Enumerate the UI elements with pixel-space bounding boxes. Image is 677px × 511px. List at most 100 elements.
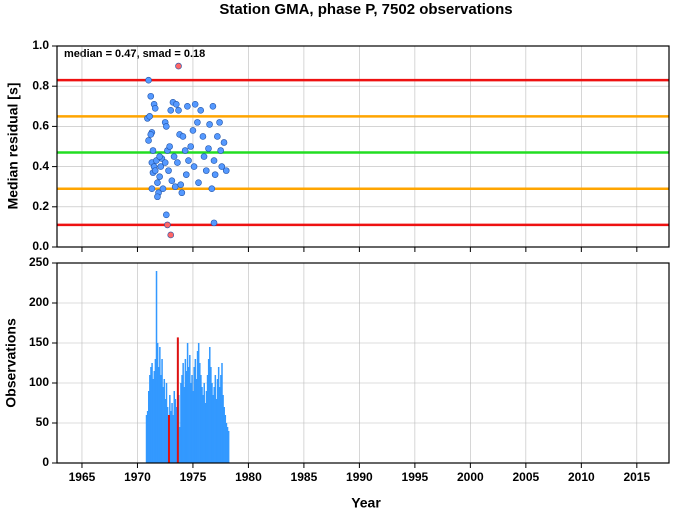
bar (182, 363, 184, 463)
bar (174, 399, 177, 463)
point (159, 185, 167, 193)
bar (157, 367, 160, 463)
point (145, 137, 152, 144)
bar (219, 387, 221, 463)
bar (224, 415, 227, 463)
x-tick-label: 1965 (69, 470, 96, 484)
bar (205, 391, 208, 463)
y-tick-label: 0.6 (32, 119, 49, 133)
bar (164, 399, 167, 463)
bar (195, 379, 198, 463)
point (216, 119, 223, 126)
bar (222, 395, 224, 463)
bar (223, 407, 225, 463)
bar (149, 375, 151, 463)
y-tick-label: 0.8 (32, 78, 49, 92)
bar (153, 371, 156, 463)
bar (215, 399, 218, 463)
bar (159, 347, 161, 463)
point (210, 157, 218, 164)
point (181, 147, 189, 154)
bar (204, 403, 207, 463)
bar (152, 379, 154, 463)
point (156, 153, 163, 160)
bar (145, 415, 148, 463)
bar (183, 387, 186, 463)
point (177, 181, 185, 188)
point (147, 92, 155, 100)
bar (213, 387, 215, 463)
point (161, 159, 169, 166)
y-tick-label: 0 (42, 455, 49, 469)
point (148, 185, 156, 193)
point (178, 189, 186, 197)
point (187, 143, 195, 150)
x-tick-label: 1985 (291, 470, 318, 484)
x-tick-label: 2005 (512, 470, 539, 484)
point (165, 167, 172, 174)
point (179, 133, 187, 140)
bar (210, 367, 212, 463)
point (210, 219, 218, 227)
point (205, 145, 212, 152)
point (190, 163, 198, 170)
plot-frame (56, 262, 670, 464)
bar (163, 379, 166, 463)
point (214, 133, 221, 140)
bar (220, 375, 222, 463)
point (151, 105, 159, 112)
y-tick-label: 0.4 (32, 159, 49, 173)
x-tick-label: 1990 (346, 470, 373, 484)
bar (216, 379, 219, 463)
point (220, 139, 228, 146)
point (191, 100, 199, 108)
bar (190, 383, 192, 463)
point (218, 163, 226, 170)
bar (185, 371, 188, 463)
bar (191, 375, 193, 463)
point (154, 179, 161, 186)
bar (151, 363, 153, 463)
x-tick-label: 1980 (235, 470, 262, 484)
bar (206, 375, 209, 463)
y-axis-label: Observations (3, 318, 19, 408)
bar (202, 395, 204, 463)
bar (180, 383, 182, 463)
point (170, 153, 178, 160)
bar (176, 337, 179, 463)
point (195, 179, 202, 186)
bar (197, 343, 200, 463)
bar (165, 383, 168, 463)
bar (189, 355, 191, 463)
point (189, 127, 197, 134)
bar (212, 395, 214, 463)
plot-frame (56, 45, 670, 248)
bar (170, 411, 172, 463)
point (211, 171, 219, 178)
x-tick-label: 1975 (180, 470, 207, 484)
bar (172, 415, 174, 463)
bar (196, 351, 199, 463)
bar (226, 427, 229, 463)
bar (199, 363, 201, 463)
y-tick-label: 1.0 (32, 38, 49, 52)
point (200, 153, 208, 160)
point (157, 163, 165, 170)
bar (147, 391, 150, 463)
y-tick-label: 0.2 (32, 199, 49, 213)
point (171, 183, 179, 190)
point (182, 171, 190, 178)
point (163, 211, 170, 219)
bar (156, 343, 159, 463)
bar (227, 431, 230, 463)
y-tick-label: 50 (36, 415, 50, 429)
bar (175, 407, 178, 463)
bar (181, 375, 183, 463)
bar (160, 375, 162, 463)
bar (155, 271, 158, 463)
y-tick-label: 100 (29, 375, 49, 389)
bar (203, 383, 205, 463)
annotation: median = 0.47, smad = 0.18 (64, 48, 205, 60)
bar (184, 359, 187, 463)
x-tick-label: 2000 (457, 470, 484, 484)
